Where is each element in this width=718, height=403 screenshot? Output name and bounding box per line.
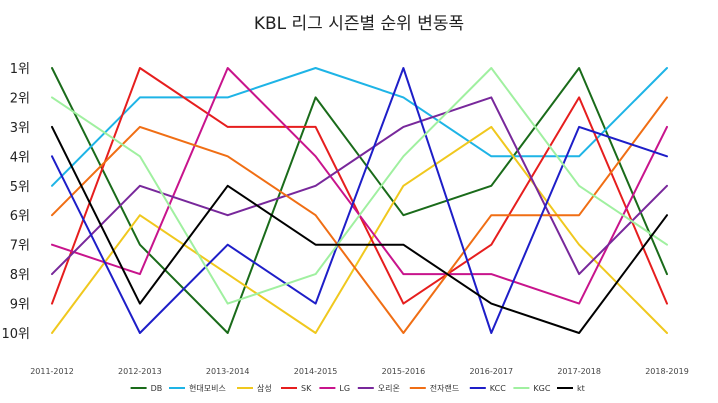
legend-item: DB (130, 384, 163, 393)
legend-label: 오리온 (378, 384, 400, 393)
legend-label: SK (301, 384, 312, 393)
legend-label: DB (151, 384, 163, 393)
x-axis-tick-labels: 2011-2012 2012-2013 2013-2014 2014-2015 2015… (30, 367, 689, 376)
series-line-0 (51, 67, 668, 334)
y-tick-label: 5위 (10, 180, 30, 195)
series-line-7 (51, 67, 668, 334)
legend-item: KGC (513, 384, 551, 393)
x-tick-label: 2013-2014 (206, 367, 250, 376)
series-line-8 (51, 67, 668, 305)
legend-item: 오리온 (357, 384, 400, 393)
legend-item: SK (281, 384, 312, 393)
legend-label: KCC (490, 384, 506, 393)
series-line-5 (51, 96, 668, 276)
series-line-2 (51, 125, 668, 334)
legend-item: LG (319, 384, 350, 393)
y-tick-label: 9위 (10, 298, 30, 313)
x-tick-label: 2011-2012 (30, 367, 74, 376)
x-tick-label: 2018-2019 (645, 367, 689, 376)
legend-item: 전자랜드 (409, 383, 459, 393)
x-tick-label: 2012-2013 (118, 367, 162, 376)
series-line-9 (51, 125, 668, 334)
y-tick-label: 6위 (10, 209, 30, 224)
legend-label: kt (577, 384, 585, 393)
y-tick-label: 10위 (1, 327, 30, 342)
y-tick-label: 3위 (10, 121, 30, 136)
y-tick-label: 1위 (10, 62, 30, 77)
legend-item: kt (557, 384, 585, 393)
legend-item: 삼성 (237, 383, 272, 393)
legend: DB 현대모비스 삼성 SK LG 오리온 전자랜드 KCC KGC kt (130, 383, 585, 393)
chart-title: KBL 리그 시즌별 순위 변동폭 (254, 14, 464, 34)
legend-item: 현대모비스 (169, 384, 226, 393)
series-line-6 (51, 96, 668, 334)
series-line-1 (51, 67, 668, 187)
x-tick-label: 2016-2017 (469, 367, 513, 376)
x-tick-label: 2015-2016 (382, 367, 426, 376)
legend-label: 현대모비스 (189, 384, 226, 393)
y-tick-label: 2위 (10, 91, 30, 106)
y-tick-label: 7위 (10, 239, 30, 254)
x-tick-label: 2014-2015 (294, 367, 338, 376)
x-tick-label: 2017-2018 (557, 367, 601, 376)
y-axis-tick-labels: 1위 2위 3위 4위 5위 6위 7위 8위 9위 10위 (1, 62, 30, 342)
y-tick-label: 8위 (10, 268, 30, 283)
legend-label: LG (339, 384, 350, 393)
series-lines (51, 67, 668, 334)
legend-label: 삼성 (257, 383, 272, 393)
legend-label: 전자랜드 (430, 383, 459, 393)
legend-item: KCC (469, 384, 506, 393)
legend-label: KGC (533, 384, 550, 393)
y-tick-label: 4위 (10, 150, 30, 165)
